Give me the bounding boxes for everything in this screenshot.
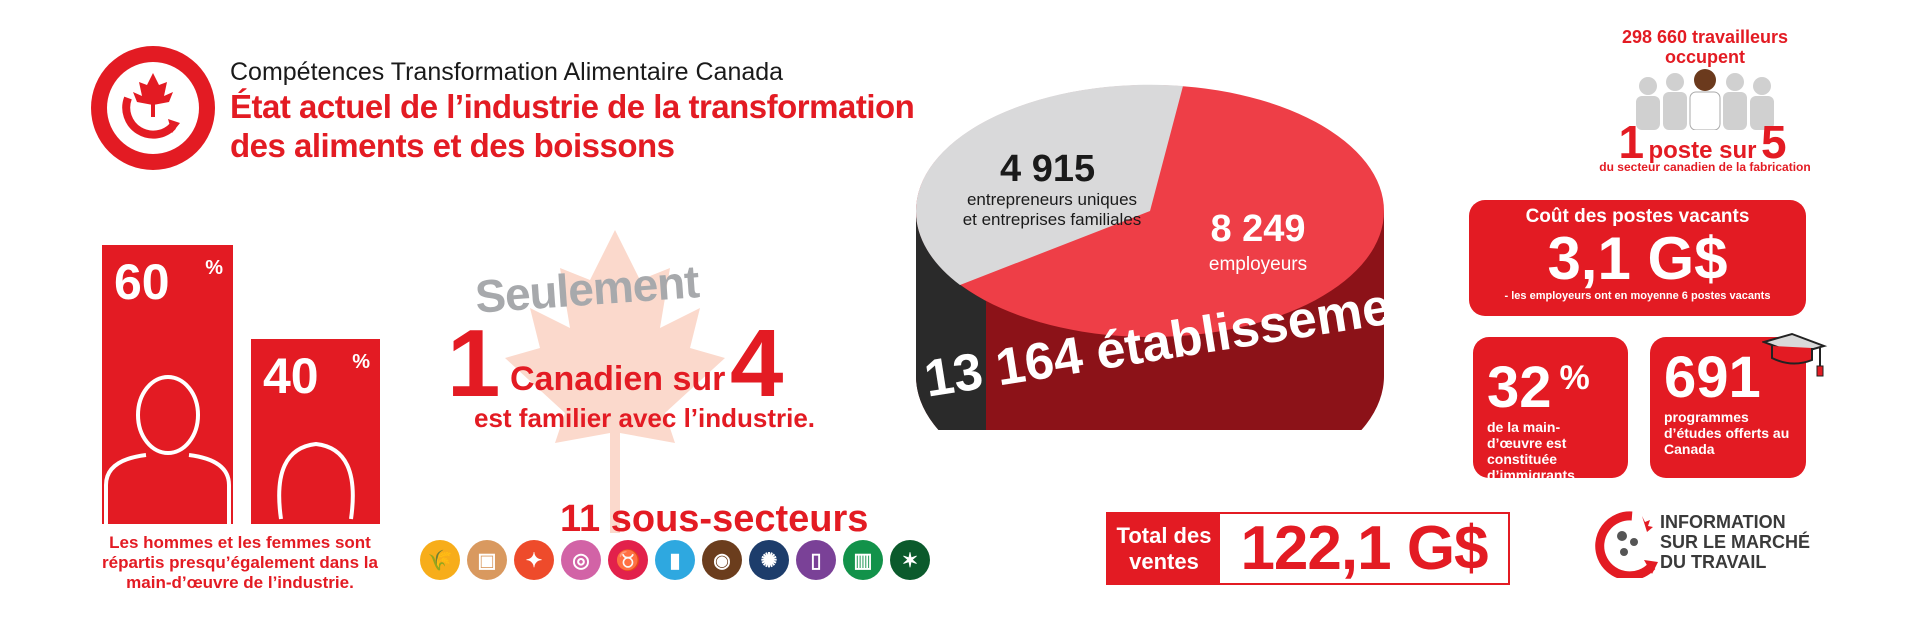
programs-label: programmes d’études offerts au Canada bbox=[1664, 409, 1790, 457]
vacancy-cost-value: 3,1 G$ bbox=[1547, 225, 1728, 292]
poste-sur-label: poste sur bbox=[1648, 137, 1757, 164]
entrepreneurs-label-line-2: et entreprises familiales bbox=[962, 210, 1142, 229]
grain-icon: 🌾 bbox=[420, 540, 460, 580]
women-bar: 40 % bbox=[251, 339, 380, 524]
establishments-pie-chart bbox=[915, 84, 1384, 430]
bread-icon: ◉ bbox=[702, 540, 742, 580]
percent-symbol: % bbox=[352, 351, 370, 373]
labour-market-information-logo bbox=[1595, 511, 1658, 578]
vacancy-cost-title: Coût des postes vacants bbox=[1525, 206, 1750, 227]
milk-icon: ▮ bbox=[655, 540, 695, 580]
pie-side-shadow bbox=[915, 211, 986, 430]
men-percent: 60 bbox=[114, 254, 170, 310]
one-in-five: 1 poste sur 5 bbox=[1595, 115, 1810, 169]
entrepreneurs-label-line-1: entrepreneurs uniques bbox=[966, 190, 1138, 209]
familiar-label: est familier avec l’industrie. bbox=[474, 403, 816, 433]
immigrants-label: de la main-d’œuvre est constituée d’immi… bbox=[1487, 419, 1575, 483]
vacancy-cost-card: Coût des postes vacants 3,1 G$ - les emp… bbox=[1469, 200, 1806, 316]
workers-occupy: occupent bbox=[1664, 47, 1745, 67]
total-sales: Total des ventes 122,1 G$ bbox=[1106, 512, 1510, 585]
programs-value: 691 bbox=[1664, 345, 1761, 410]
one-number: 1 bbox=[447, 310, 501, 417]
lmi-text: INFORMATION SUR LE MARCHÉ DU TRAVAIL bbox=[1660, 512, 1810, 572]
entrepreneurs-label: entrepreneurs uniques et entreprises fam… bbox=[952, 190, 1152, 230]
lmi-line-3: DU TRAVAIL bbox=[1660, 552, 1767, 572]
subsector-icons: 🌾 ▣ ✦ ◎ ♉ ▮ ◉ ✺ ▯ ▥ ✶ bbox=[420, 540, 930, 580]
carrot-icon: ✦ bbox=[514, 540, 554, 580]
lmi-line-2: SUR LE MARCHÉ bbox=[1660, 532, 1811, 552]
vacancy-cost-subtitle: - les employeurs ont en moyenne 6 postes… bbox=[1504, 290, 1771, 302]
lollipop-icon: ◎ bbox=[561, 540, 601, 580]
can-icon: ▯ bbox=[796, 540, 836, 580]
women-percent: 40 bbox=[263, 348, 319, 404]
cannabis-icon: ✶ bbox=[890, 540, 930, 580]
page-title-line-1: État actuel de l’industrie de la transfo… bbox=[230, 88, 915, 125]
organization-name: Compétences Transformation Alimentaire C… bbox=[230, 58, 784, 86]
percent-symbol: % bbox=[205, 257, 223, 279]
subsectors-title: 11 sous-secteurs bbox=[560, 498, 869, 540]
five-number: 5 bbox=[1760, 116, 1787, 168]
lmi-line-1: INFORMATION bbox=[1660, 512, 1786, 532]
employers-value: 8 249 bbox=[1210, 208, 1306, 250]
cow-icon: ♉ bbox=[608, 540, 648, 580]
immigrants-card: 32% de la main-d’œuvre est constituée d’… bbox=[1473, 337, 1628, 483]
manufacturing-sector-label: du secteur canadien de la fabrication bbox=[1599, 160, 1811, 174]
pet-food-icon: ▣ bbox=[467, 540, 507, 580]
crab-icon: ✺ bbox=[749, 540, 789, 580]
immigrants-value: 32 bbox=[1487, 355, 1552, 420]
total-sales-value: 122,1 G$ bbox=[1240, 514, 1488, 583]
fpsc-logo bbox=[91, 46, 215, 170]
woman-silhouette-icon bbox=[277, 441, 355, 520]
workers-count: 298 660 travailleurs bbox=[1621, 27, 1789, 47]
graduation-cap-icon bbox=[1762, 332, 1828, 377]
four-number: 4 bbox=[730, 310, 784, 417]
bottle-icon: ▥ bbox=[843, 540, 883, 580]
workers-heading: 298 660 travailleurs occupent bbox=[1560, 27, 1850, 67]
maple-leaf-icon bbox=[505, 230, 725, 533]
gender-description: Les hommes et les femmes sont répartis p… bbox=[102, 533, 378, 592]
entrepreneurs-value: 4 915 bbox=[1000, 148, 1096, 190]
total-sales-label-line-1: Total des bbox=[1116, 523, 1212, 548]
total-sales-label: Total des ventes bbox=[1108, 514, 1220, 583]
total-sales-label-line-2: ventes bbox=[1129, 549, 1199, 574]
men-bar: 60 % bbox=[102, 245, 233, 524]
pie-slice-entrepreneurs bbox=[915, 84, 1183, 285]
one-number: 1 bbox=[1618, 116, 1645, 168]
canadian-label: Canadien sur bbox=[510, 360, 726, 398]
man-silhouette-icon bbox=[104, 375, 231, 524]
page-title-line-2: des aliments et des boissons bbox=[230, 127, 675, 164]
percent-symbol: % bbox=[1559, 359, 1590, 397]
workers-group-icon bbox=[1636, 69, 1774, 130]
employers-label: employeurs bbox=[1208, 254, 1308, 275]
